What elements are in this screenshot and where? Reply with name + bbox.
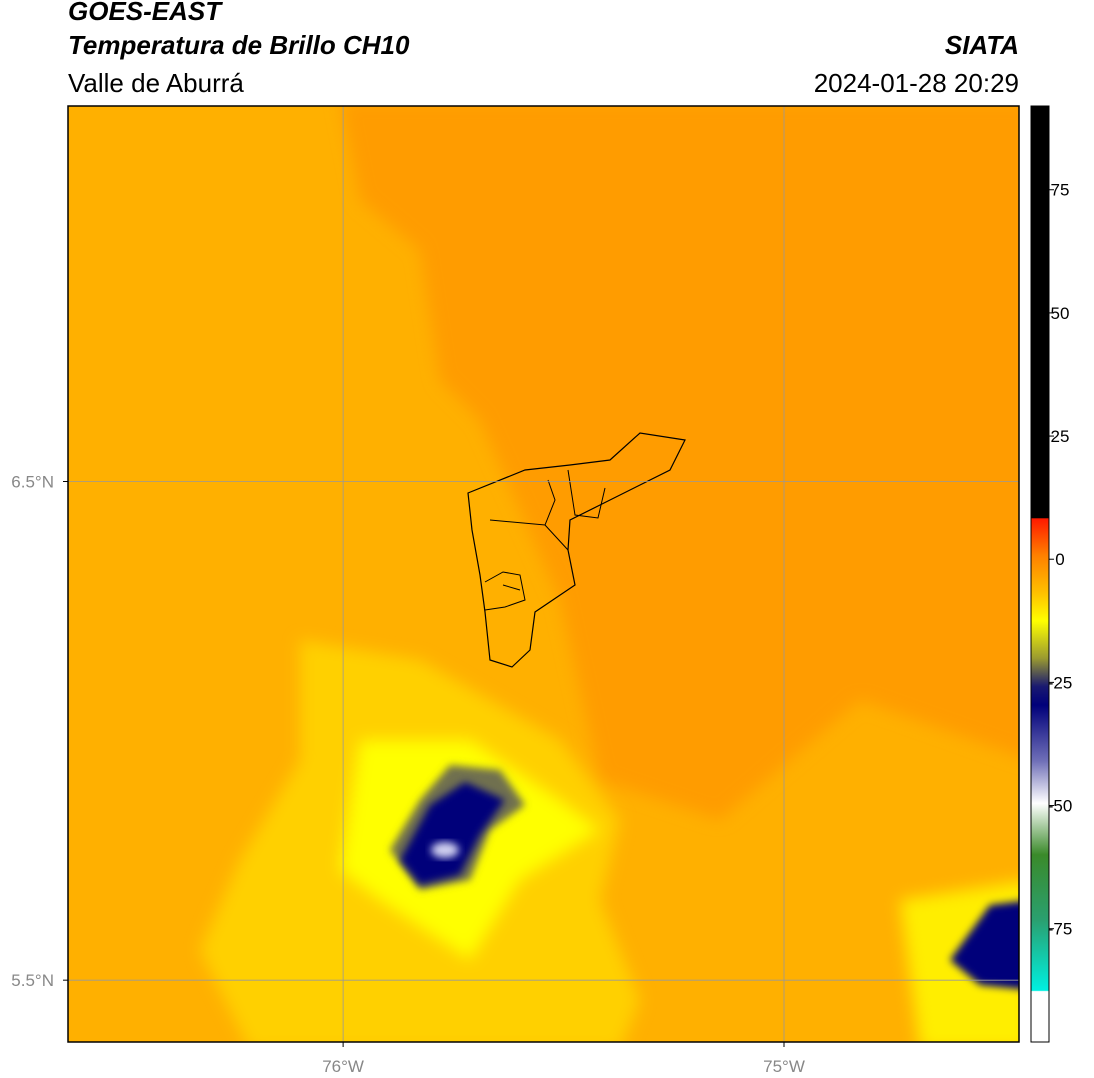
colorbar-tick-label: -75: [1048, 920, 1073, 939]
colorbar-tick-label: 25: [1051, 427, 1070, 446]
datetime: 2024-01-28 20:29: [814, 68, 1019, 98]
x-tick-label: 76°W: [322, 1057, 364, 1076]
colorbar: [1030, 105, 1050, 1043]
region: Valle de Aburrá: [68, 68, 244, 98]
colorbar-tick-label: -50: [1048, 797, 1073, 816]
map-frame: [67, 105, 1020, 1043]
subtitle: Temperatura de Brillo CH10: [68, 30, 410, 60]
title: GOES-EAST: [68, 0, 223, 26]
y-tick-label: 6.5°N: [11, 472, 54, 491]
colorbar-tick-label: 50: [1051, 304, 1070, 323]
satellite-image: [68, 106, 1019, 1042]
colorbar-tick-label: -25: [1048, 673, 1073, 692]
x-tick-label: 75°W: [763, 1057, 805, 1076]
y-tick-label: 5.5°N: [11, 971, 54, 990]
colorbar-tick-label: 0: [1055, 550, 1064, 569]
colorbar-tick-label: 75: [1051, 181, 1070, 200]
source: SIATA: [945, 30, 1019, 60]
